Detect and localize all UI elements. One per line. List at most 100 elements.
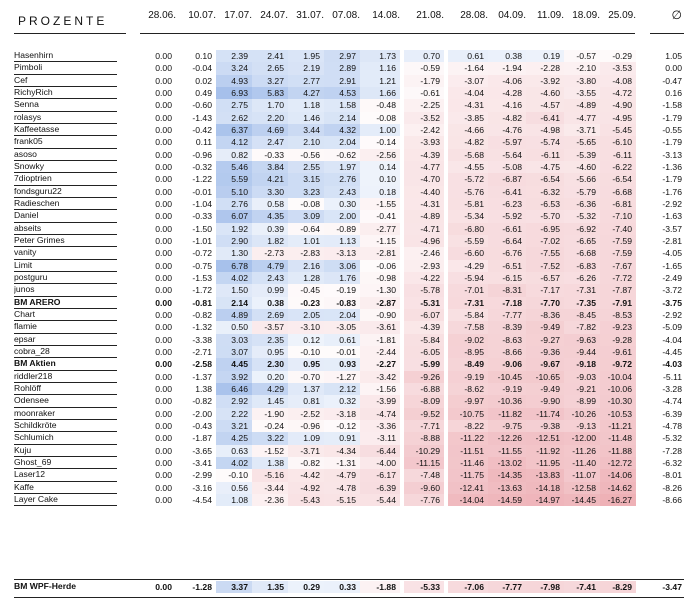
footer-value-cell: -1.28 — [192, 582, 212, 592]
value-cell: -4.74 — [360, 407, 400, 420]
value-cell: -6.22 — [600, 160, 636, 174]
value-cell: -5.31 — [404, 296, 444, 309]
value-cell: 1.58 — [324, 99, 360, 112]
value-cell: -6.41 — [488, 185, 526, 198]
value-cell: 0.00 — [155, 87, 172, 98]
value-cell: -7.70 — [526, 296, 564, 309]
value-cell: 3.84 — [252, 160, 288, 174]
average-cell: -4.04 — [662, 334, 682, 345]
value-cell: -4.92 — [288, 481, 324, 494]
average-cell: -3.72 — [662, 285, 682, 296]
value-cell: 1.66 — [360, 86, 400, 100]
average-cell: -4.03 — [662, 359, 682, 370]
value-cell: -0.83 — [324, 296, 360, 309]
value-cell: 0.00 — [155, 383, 172, 394]
table-row: Chart 0.00 -0.82 4.89 2.69 2.05 2.04 -0.90 -6.07… — [0, 308, 700, 322]
value-cell: -11.95 — [526, 456, 564, 470]
footer-value-cell: 0.00 — [155, 582, 172, 592]
table-row: abseits 0.00 -1.50 1.92 0.39 -0.64 -0.89 -2.77-… — [0, 222, 700, 235]
value-cell: -3.41 — [192, 457, 212, 468]
value-cell: -2.87 — [360, 296, 400, 309]
row-name: Kaffeetasse — [14, 124, 117, 137]
value-cell: -1.90 — [252, 407, 288, 420]
value-cell: -3.18 — [324, 407, 360, 420]
value-cell: -2.73 — [252, 247, 288, 260]
value-cell: -5.43 — [288, 493, 324, 507]
value-cell: -9.61 — [600, 345, 636, 359]
value-cell: -11.26 — [564, 444, 600, 457]
value-cell: -7.55 — [526, 247, 564, 260]
value-cell: -4.89 — [404, 210, 444, 223]
value-cell: -4.60 — [564, 160, 600, 174]
value-cell: -6.10 — [600, 136, 636, 149]
value-cell: 0.00 — [155, 322, 172, 333]
average-cell: -6.32 — [662, 457, 682, 468]
value-cell: -8.62 — [448, 382, 488, 396]
value-cell: -4.39 — [404, 148, 444, 161]
value-cell: -7.82 — [564, 321, 600, 334]
value-cell: -5.70 — [526, 210, 564, 223]
value-cell: 0.00 — [155, 51, 172, 61]
value-cell: 5.46 — [216, 160, 252, 174]
value-cell: -9.67 — [526, 358, 564, 371]
value-cell: 5.10 — [216, 185, 252, 198]
value-cell: -8.36 — [526, 308, 564, 322]
value-cell: -7.31 — [448, 296, 488, 309]
value-cell: -9.21 — [564, 382, 600, 396]
row-name: rolasys — [14, 112, 117, 124]
value-cell: 0.50 — [216, 321, 252, 334]
value-cell: -0.33 — [192, 211, 212, 222]
value-cell: -0.43 — [192, 420, 212, 431]
value-cell: -7.67 — [600, 259, 636, 272]
value-cell: 1.50 — [216, 284, 252, 297]
value-cell: 0.02 — [195, 75, 212, 86]
value-cell: -6.11 — [600, 148, 636, 161]
value-cell: -8.49 — [448, 358, 488, 371]
value-cell: -4.57 — [526, 99, 564, 112]
value-cell: 0.38 — [252, 296, 288, 309]
value-cell: -11.74 — [526, 407, 564, 420]
value-cell: -6.53 — [526, 197, 564, 211]
value-cell: 1.09 — [288, 432, 324, 445]
value-cell: 0.61 — [324, 333, 360, 346]
value-cell: 0.99 — [252, 284, 288, 297]
row-name: cobra_28 — [14, 346, 117, 359]
value-cell: -0.14 — [360, 136, 400, 148]
value-cell: -6.60 — [448, 247, 488, 260]
table-row: Snowky 0.00 -0.32 5.46 3.84 2.55 1.97 0.14 -4.77… — [0, 160, 700, 174]
value-cell: -11.22 — [448, 432, 488, 445]
value-cell: 4.27 — [288, 86, 324, 100]
average-cell: -2.92 — [662, 309, 682, 320]
value-cell: -3.07 — [448, 74, 488, 87]
value-cell: 2.76 — [324, 173, 360, 186]
value-cell: 0.12 — [288, 333, 324, 346]
value-cell: -1.79 — [404, 74, 444, 87]
value-cell: -4.75 — [526, 160, 564, 174]
value-cell: -5.84 — [404, 333, 444, 346]
value-cell: -3.93 — [404, 136, 444, 149]
value-cell: -6.87 — [488, 173, 526, 186]
table-row: Rohlöff 0.00 1.38 6.46 4.29 1.37 2.12 -1.56 -6.8… — [0, 382, 700, 396]
value-cell: 0.95 — [252, 345, 288, 359]
table-row: Kaffe 0.00 -3.16 0.56 -3.44 -4.92 -4.78 -6.39 -9… — [0, 481, 700, 494]
value-cell: 0.82 — [216, 148, 252, 161]
value-cell: -5.65 — [564, 136, 600, 149]
value-cell: -12.72 — [600, 456, 636, 470]
value-cell: -2.83 — [288, 247, 324, 260]
value-cell: 2.90 — [216, 234, 252, 248]
value-cell: 2.75 — [216, 99, 252, 112]
value-cell: 0.00 — [155, 408, 172, 419]
value-cell: -6.32 — [526, 185, 564, 198]
value-cell: 1.08 — [216, 493, 252, 507]
value-cell: -6.05 — [404, 345, 444, 359]
value-cell: -6.76 — [488, 247, 526, 260]
table-row: riddler218 0.00 -1.37 3.92 0.20 -0.70 -1.27 -3.… — [0, 370, 700, 383]
value-cell: -11.92 — [526, 444, 564, 457]
value-cell: -7.40 — [600, 222, 636, 235]
value-cell: -6.88 — [404, 382, 444, 396]
value-cell: -4.40 — [404, 185, 444, 198]
table-row: Hasenhirn 0.00 0.10 2.39 2.41 1.95 2.97 1.73 0.7… — [0, 50, 700, 63]
value-cell: -1.30 — [360, 284, 400, 297]
value-cell: 0.00 — [155, 285, 172, 296]
table-row: frank05 0.00 0.11 4.12 2.47 2.10 2.04 -0.14 -3.9… — [0, 136, 700, 149]
